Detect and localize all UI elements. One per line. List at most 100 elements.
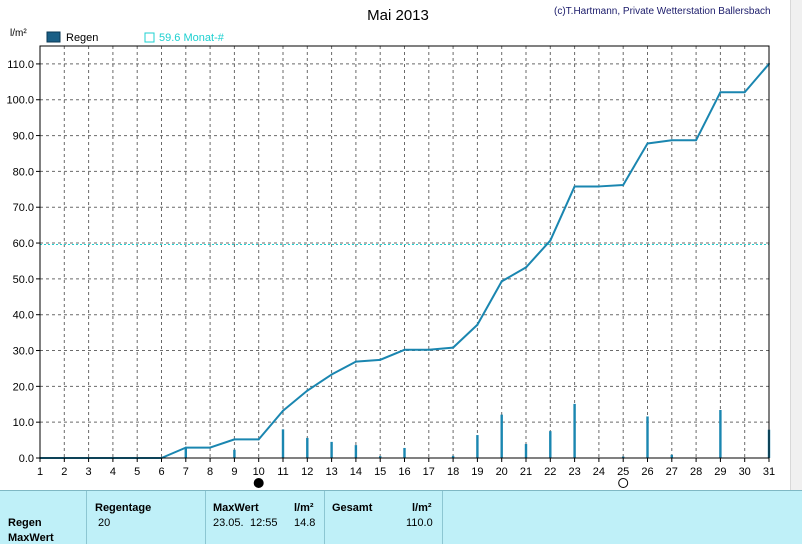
cumulative-rain-point (379, 358, 382, 361)
x-tick-label: 8 (207, 466, 213, 478)
daily-rain-bar (476, 435, 479, 458)
row-label-regen: Regen (8, 517, 42, 529)
cumulative-rain-point (670, 139, 673, 142)
cumulative-rain-line (40, 63, 770, 459)
full-moon-icon (253, 478, 264, 488)
cumulative-rain-point (330, 373, 333, 376)
y-tick-label: 20.0 (13, 381, 34, 393)
x-tick-label: 16 (398, 466, 410, 478)
daily-rain-bar (524, 444, 528, 458)
x-tick-label: 5 (134, 466, 140, 478)
regentage-value: 20 (98, 517, 111, 529)
summary-panel: Regen MaxWert Regentage 20 MaxWert l/m² … (0, 490, 802, 544)
vertical-scrollbar[interactable] (790, 0, 802, 490)
x-tick-label: 25 (617, 466, 629, 478)
gesamt-header: Gesamt (332, 502, 373, 514)
x-tick-label: 6 (158, 466, 164, 478)
cumulative-rain-point (573, 185, 576, 188)
gesamt-unit: l/m² (412, 502, 432, 514)
daily-rain-bar (500, 414, 503, 458)
gesamt-value: 110.0 (406, 517, 433, 529)
x-tick-label: 28 (690, 466, 702, 478)
cumulative-rain-point (282, 409, 284, 412)
new-moon-icon (618, 478, 629, 488)
x-tick-label: 18 (447, 466, 459, 478)
x-tick-label: 7 (183, 466, 189, 478)
y-tick-label: 90.0 (13, 131, 34, 143)
y-axis-unit: l/m² (10, 28, 27, 39)
daily-rain-bar (573, 403, 576, 458)
cumulative-rain-point (403, 348, 406, 351)
grid-layer (40, 46, 769, 458)
legend-swatch-reference (144, 32, 155, 43)
panel-divider (205, 491, 206, 544)
row-label-maxwert: MaxWert (8, 532, 54, 544)
x-tick-label: 22 (544, 466, 556, 478)
panel-divider (324, 491, 325, 544)
maxwert-value: 14.8 (294, 517, 316, 529)
x-tick-label: 3 (86, 466, 92, 478)
cumulative-rain-point (427, 348, 430, 351)
y-tick-label: 80.0 (13, 166, 34, 178)
cumulative-rain-point (233, 438, 236, 441)
x-tick-label: 2 (61, 466, 67, 478)
regentage-header: Regentage (95, 502, 152, 514)
x-tick-label: 23 (568, 466, 580, 478)
x-tick-label: 4 (110, 466, 116, 478)
x-tick-label: 11 (277, 466, 288, 478)
x-tick-label: 13 (325, 466, 337, 478)
y-tick-label: 100.0 (6, 95, 34, 107)
x-tick-label: 24 (593, 466, 605, 478)
cumulative-rain-point (743, 91, 746, 94)
cumulative-rain-point (452, 346, 455, 349)
x-tick-label: 20 (496, 466, 508, 478)
panel-divider (442, 491, 443, 544)
x-tick-label: 9 (231, 466, 237, 478)
cumulative-rain-point (500, 280, 503, 283)
daily-rain-bar (354, 445, 358, 458)
x-tick-label: 14 (350, 466, 362, 478)
cumulative-rain-point (354, 360, 357, 363)
copyright-notice: (c)T.Hartmann, Private Wetterstation Bal… (554, 6, 771, 17)
daily-rain-bar (281, 429, 285, 458)
cumulative-rain-point (719, 91, 722, 94)
maxwert-unit: l/m² (294, 502, 314, 514)
x-tick-label: 17 (423, 466, 435, 478)
y-tick-label: 110.0 (7, 59, 34, 71)
daily-rain-bar (306, 437, 309, 458)
cumulative-rain-point (622, 184, 625, 187)
legend-label-regen: Regen (66, 32, 98, 44)
cumulative-rain-point (476, 323, 479, 326)
daily-rain-bar (330, 441, 333, 458)
y-tick-label: 70.0 (13, 202, 34, 214)
cumulative-rain-point (257, 438, 260, 441)
y-tick-label: 40.0 (13, 310, 34, 322)
daily-rain-bar (719, 409, 722, 458)
maxwert-time: 12:55 (250, 517, 278, 529)
daily-rain-bar (233, 449, 236, 458)
cumulative-rain-point (209, 446, 212, 449)
cumulative-rain-point (597, 185, 600, 188)
cumulative-rain-point (549, 239, 552, 242)
rain-chart: Mai 2013 (c)T.Hartmann, Private Wetterst… (6, 6, 775, 488)
cumulative-rain-point (306, 389, 309, 392)
line-layer (39, 62, 770, 459)
maxwert-date: 23.05. (213, 517, 244, 529)
chart-title: Mai 2013 (367, 7, 429, 24)
y-tick-label: 30.0 (13, 346, 34, 358)
cumulative-rain-point (646, 142, 649, 145)
cumulative-rain-point (525, 266, 527, 269)
y-tick-label: 0.0 (19, 453, 34, 465)
daily-rain-bar (622, 456, 625, 458)
y-tick-label: 50.0 (13, 274, 34, 286)
daily-rain-bar (646, 416, 649, 458)
moon-marker-layer (253, 478, 629, 488)
daily-rain-bar (184, 447, 187, 458)
cumulative-rain-point (184, 446, 187, 449)
maxwert-header: MaxWert (213, 502, 259, 514)
x-tick-label: 26 (641, 466, 653, 478)
x-tick-label: 27 (666, 466, 678, 478)
axis-layer: 1 2 3 4 5 6 7 8 9 10 11 12 13 14 15 16 17 18 19 20 21 22 23 24 2… (6, 45, 775, 478)
cumulative-rain-point (695, 139, 698, 142)
x-tick-label: 21 (520, 466, 532, 478)
